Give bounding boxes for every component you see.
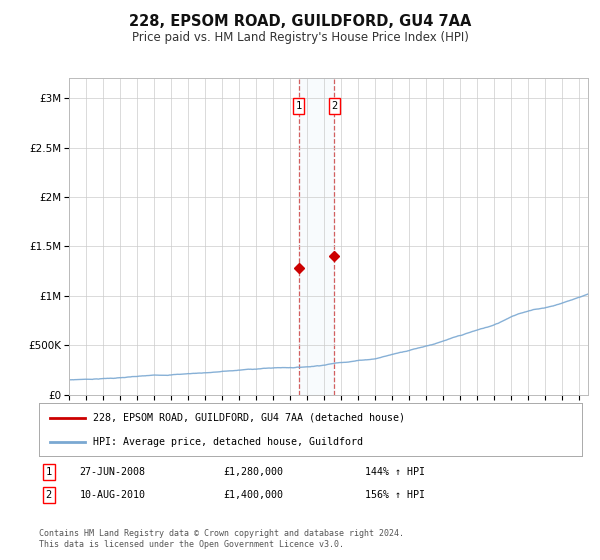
Text: HPI: Average price, detached house, Guildford: HPI: Average price, detached house, Guil… (94, 437, 364, 447)
Text: 228, EPSOM ROAD, GUILDFORD, GU4 7AA (detached house): 228, EPSOM ROAD, GUILDFORD, GU4 7AA (det… (94, 413, 406, 423)
Text: 2: 2 (46, 489, 52, 500)
Bar (299, 78, 334, 395)
Text: 144% ↑ HPI: 144% ↑ HPI (365, 467, 425, 477)
Text: 10-AUG-2010: 10-AUG-2010 (80, 489, 146, 500)
Text: 1: 1 (296, 101, 302, 111)
Text: 2: 2 (331, 101, 338, 111)
Text: 228, EPSOM ROAD, GUILDFORD, GU4 7AA: 228, EPSOM ROAD, GUILDFORD, GU4 7AA (129, 14, 471, 29)
Text: 27-JUN-2008: 27-JUN-2008 (80, 467, 146, 477)
Text: Price paid vs. HM Land Registry's House Price Index (HPI): Price paid vs. HM Land Registry's House … (131, 31, 469, 44)
Text: Contains HM Land Registry data © Crown copyright and database right 2024.
This d: Contains HM Land Registry data © Crown c… (39, 529, 404, 549)
Text: £1,280,000: £1,280,000 (224, 467, 284, 477)
Text: 1: 1 (46, 467, 52, 477)
Text: £1,400,000: £1,400,000 (224, 489, 284, 500)
Text: 156% ↑ HPI: 156% ↑ HPI (365, 489, 425, 500)
